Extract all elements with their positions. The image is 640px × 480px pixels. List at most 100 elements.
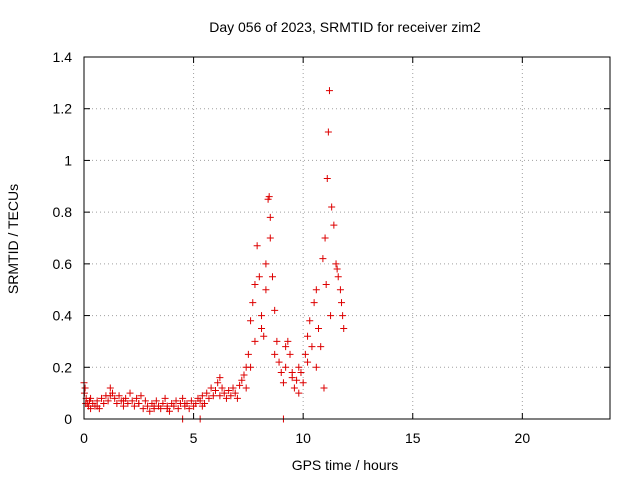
y-tick-label: 0.4 [53, 308, 73, 324]
data-point [231, 389, 239, 397]
data-point [251, 337, 259, 345]
data-point [161, 394, 169, 402]
data-point [330, 221, 338, 229]
data-point [308, 343, 316, 351]
data-point [119, 397, 127, 405]
data-point [214, 379, 222, 387]
chart-title: Day 056 of 2023, SRMTID for receiver zim… [209, 19, 481, 35]
data-point [273, 337, 281, 345]
data-point [196, 397, 204, 405]
axis-ticks: 0 5 10 15 20 0 0.2 0.4 0.6 0.8 1 1.2 1.4 [53, 49, 610, 446]
data-point [133, 394, 141, 402]
data-point [157, 405, 165, 413]
data-point [328, 203, 336, 211]
data-point [141, 397, 149, 405]
data-point [297, 368, 305, 376]
data-point [106, 392, 114, 400]
data-point [322, 281, 330, 289]
data-point [295, 363, 303, 371]
data-point [253, 242, 261, 250]
data-point [293, 376, 301, 384]
data-point [227, 392, 235, 400]
y-tick-label: 1.2 [53, 101, 73, 117]
data-point [266, 213, 274, 221]
y-tick-label: 0.6 [53, 256, 73, 272]
data-point [277, 368, 285, 376]
data-point [255, 273, 263, 281]
x-axis-label: GPS time / hours [292, 457, 399, 473]
data-point [106, 384, 114, 392]
data-point [233, 394, 241, 402]
y-tick-label: 0.8 [53, 204, 73, 220]
data-point [152, 397, 160, 405]
data-point [265, 193, 273, 201]
data-point [315, 325, 323, 332]
data-point [286, 350, 294, 358]
data-point [338, 299, 346, 307]
data-point [340, 325, 348, 332]
data-point [275, 358, 283, 366]
data-point [301, 350, 309, 358]
data-point [336, 286, 344, 294]
data-point [185, 405, 193, 413]
data-point [284, 337, 292, 345]
data-point [87, 405, 95, 413]
data-point [312, 363, 320, 371]
data-point [113, 399, 121, 407]
data-point [310, 299, 318, 307]
data-point [212, 387, 219, 395]
data-point [126, 389, 134, 397]
data-point [333, 265, 341, 273]
grid [84, 57, 610, 419]
data-point [320, 384, 328, 392]
data-point [144, 402, 152, 410]
data-point [258, 312, 266, 320]
data-point [111, 394, 119, 402]
x-tick-label: 0 [80, 430, 88, 446]
data-point [247, 363, 255, 371]
data-point [295, 389, 303, 397]
y-axis-label: SRMTID / TECUs [5, 184, 21, 294]
data-point [115, 392, 123, 400]
data-point [321, 234, 329, 242]
data-point [82, 399, 90, 407]
data-point [128, 397, 136, 405]
data-point [327, 312, 335, 320]
data-point [306, 317, 314, 325]
data-point [279, 379, 287, 387]
data-point [290, 384, 298, 392]
data-point [288, 368, 296, 376]
x-tick-label: 10 [295, 430, 311, 446]
data-point [124, 399, 132, 407]
data-point [271, 350, 279, 358]
data-point [304, 358, 312, 366]
data-points [80, 87, 348, 423]
data-point [207, 384, 215, 392]
data-point [262, 286, 270, 294]
data-point [325, 87, 333, 95]
data-point [87, 394, 95, 402]
data-point [198, 402, 206, 410]
plot-frame [83, 56, 611, 420]
data-point [81, 384, 89, 392]
data-point [187, 397, 195, 405]
data-point [104, 397, 112, 405]
data-point [98, 394, 106, 402]
data-point [247, 317, 255, 325]
data-point [282, 343, 290, 351]
x-tick-label: 20 [515, 430, 531, 446]
y-tick-label: 0 [64, 411, 72, 427]
data-point [304, 332, 312, 340]
x-tick-label: 15 [405, 430, 421, 446]
data-point [170, 402, 178, 410]
data-point [100, 399, 108, 407]
data-point [163, 405, 171, 413]
data-point [192, 399, 200, 407]
data-point [209, 392, 217, 400]
data-point [251, 281, 259, 289]
data-point [229, 384, 237, 392]
data-point [225, 387, 233, 395]
data-point [218, 384, 226, 392]
data-point [150, 402, 158, 410]
data-point [262, 260, 270, 268]
